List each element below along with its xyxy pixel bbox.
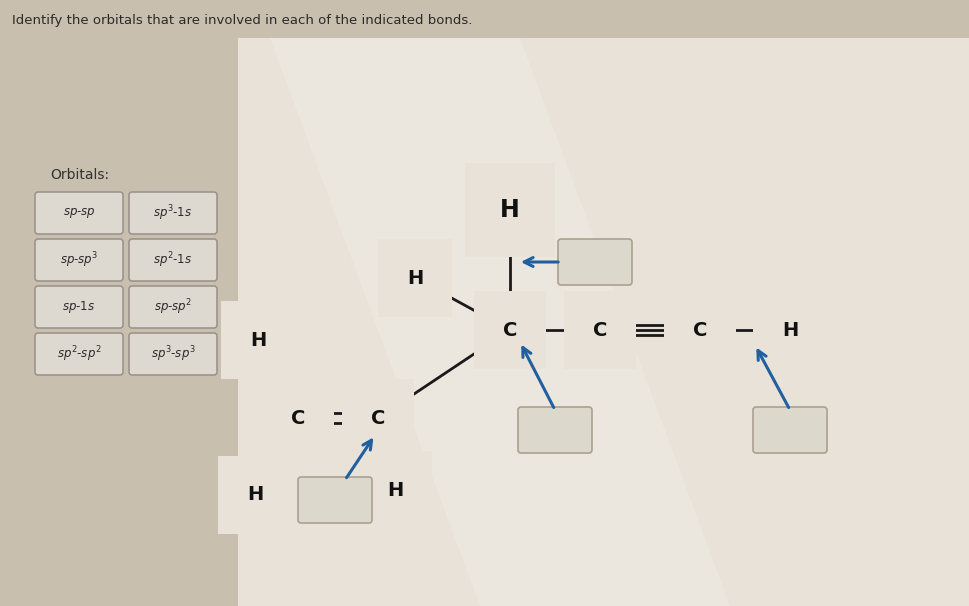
FancyBboxPatch shape [237, 38, 969, 606]
FancyBboxPatch shape [129, 192, 217, 234]
FancyBboxPatch shape [129, 286, 217, 328]
Text: $sp$-$sp^3$: $sp$-$sp^3$ [60, 250, 98, 270]
FancyBboxPatch shape [35, 333, 123, 375]
FancyBboxPatch shape [35, 239, 123, 281]
Text: C: C [291, 408, 305, 427]
FancyBboxPatch shape [129, 239, 217, 281]
FancyBboxPatch shape [517, 407, 591, 453]
Text: $sp$-$sp^2$: $sp$-$sp^2$ [154, 297, 192, 317]
Text: H: H [250, 330, 266, 350]
Text: $sp^2$-$1s$: $sp^2$-$1s$ [153, 250, 193, 270]
FancyBboxPatch shape [35, 286, 123, 328]
FancyBboxPatch shape [557, 239, 632, 285]
FancyBboxPatch shape [129, 333, 217, 375]
Text: Identify the orbitals that are involved in each of the indicated bonds.: Identify the orbitals that are involved … [12, 14, 472, 27]
Text: H: H [387, 481, 403, 499]
Text: H: H [406, 268, 422, 287]
Text: C: C [502, 321, 516, 339]
Text: C: C [692, 321, 706, 339]
Text: C: C [592, 321, 607, 339]
Text: H: H [781, 321, 797, 339]
Text: H: H [500, 198, 519, 222]
Polygon shape [269, 38, 730, 606]
FancyBboxPatch shape [752, 407, 827, 453]
Text: $sp$-$1s$: $sp$-$1s$ [62, 299, 96, 315]
FancyBboxPatch shape [35, 192, 123, 234]
Text: $sp^3$-$sp^3$: $sp^3$-$sp^3$ [150, 344, 195, 364]
Text: H: H [247, 485, 263, 505]
Text: Orbitals:: Orbitals: [50, 168, 109, 182]
Text: $sp$-$sp$: $sp$-$sp$ [63, 206, 95, 220]
FancyBboxPatch shape [297, 477, 372, 523]
Text: $sp^3$-$1s$: $sp^3$-$1s$ [153, 203, 193, 223]
Text: C: C [370, 408, 385, 427]
Text: $sp^2$-$sp^2$: $sp^2$-$sp^2$ [56, 344, 101, 364]
